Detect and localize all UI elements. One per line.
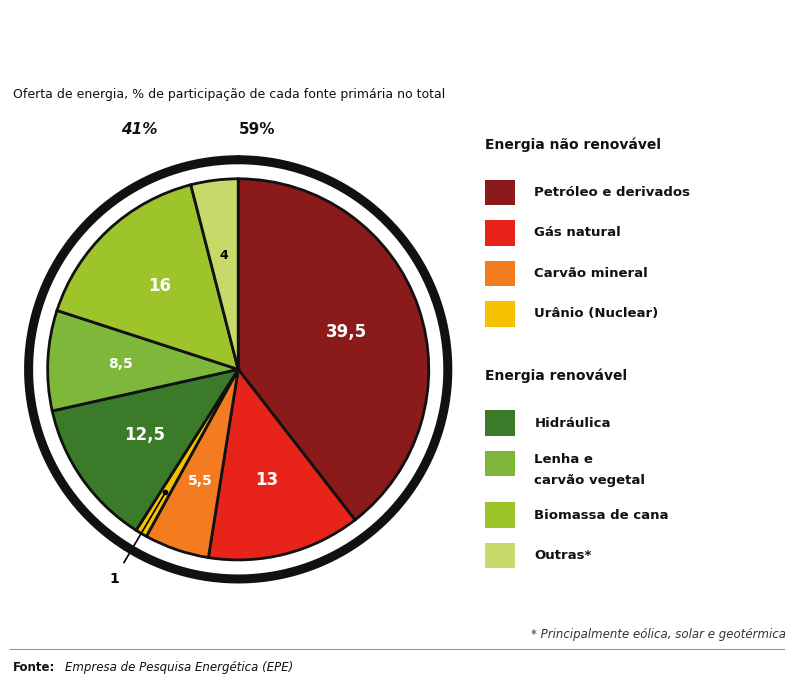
Wedge shape: [57, 185, 238, 369]
Text: MATRIZ ENERGÉTICA BRASILEIRA (2013): MATRIZ ENERGÉTICA BRASILEIRA (2013): [13, 27, 437, 48]
Wedge shape: [136, 369, 238, 536]
Bar: [485, 180, 515, 205]
Wedge shape: [52, 369, 238, 530]
Text: Hidráulica: Hidráulica: [534, 417, 611, 430]
Text: Empresa de Pesquisa Energética (EPE): Empresa de Pesquisa Energética (EPE): [65, 661, 293, 674]
Bar: [485, 301, 515, 326]
Text: 8,5: 8,5: [108, 357, 133, 371]
Text: Oferta de energia, % de participação de cada fonte primária no total: Oferta de energia, % de participação de …: [13, 88, 445, 101]
Bar: [485, 542, 515, 568]
Text: Fonte:: Fonte:: [13, 661, 55, 674]
Bar: [485, 410, 515, 436]
Wedge shape: [238, 179, 429, 520]
Wedge shape: [191, 179, 238, 369]
Text: 12,5: 12,5: [124, 426, 165, 444]
Bar: [485, 502, 515, 528]
Text: Energia não renovável: Energia não renovável: [485, 138, 661, 153]
Bar: [485, 220, 515, 246]
Text: Petróleo e derivados: Petróleo e derivados: [534, 186, 690, 199]
Text: Lenha e: Lenha e: [534, 453, 593, 466]
Text: Outras*: Outras*: [534, 549, 592, 562]
Wedge shape: [146, 369, 238, 557]
Text: 39,5: 39,5: [326, 324, 367, 341]
Bar: [485, 451, 515, 476]
Text: Biomassa de cana: Biomassa de cana: [534, 509, 669, 522]
Wedge shape: [48, 311, 238, 411]
Wedge shape: [208, 369, 355, 560]
Text: 16: 16: [148, 277, 172, 295]
Text: 41%: 41%: [121, 122, 157, 137]
Text: 59%: 59%: [239, 122, 276, 137]
Text: Energia renovável: Energia renovável: [485, 369, 627, 383]
Text: 4: 4: [219, 250, 228, 263]
Text: 1: 1: [109, 573, 119, 586]
Text: Gás natural: Gás natural: [534, 226, 621, 239]
Text: 13: 13: [255, 471, 278, 489]
Text: 5,5: 5,5: [187, 474, 212, 488]
Text: * Principalmente eólica, solar e geotérmica: * Principalmente eólica, solar e geotérm…: [531, 628, 786, 641]
Text: Carvão mineral: Carvão mineral: [534, 267, 648, 280]
Text: Urânio (Nuclear): Urânio (Nuclear): [534, 307, 658, 320]
Text: carvão vegetal: carvão vegetal: [534, 474, 646, 487]
Bar: [485, 261, 515, 286]
